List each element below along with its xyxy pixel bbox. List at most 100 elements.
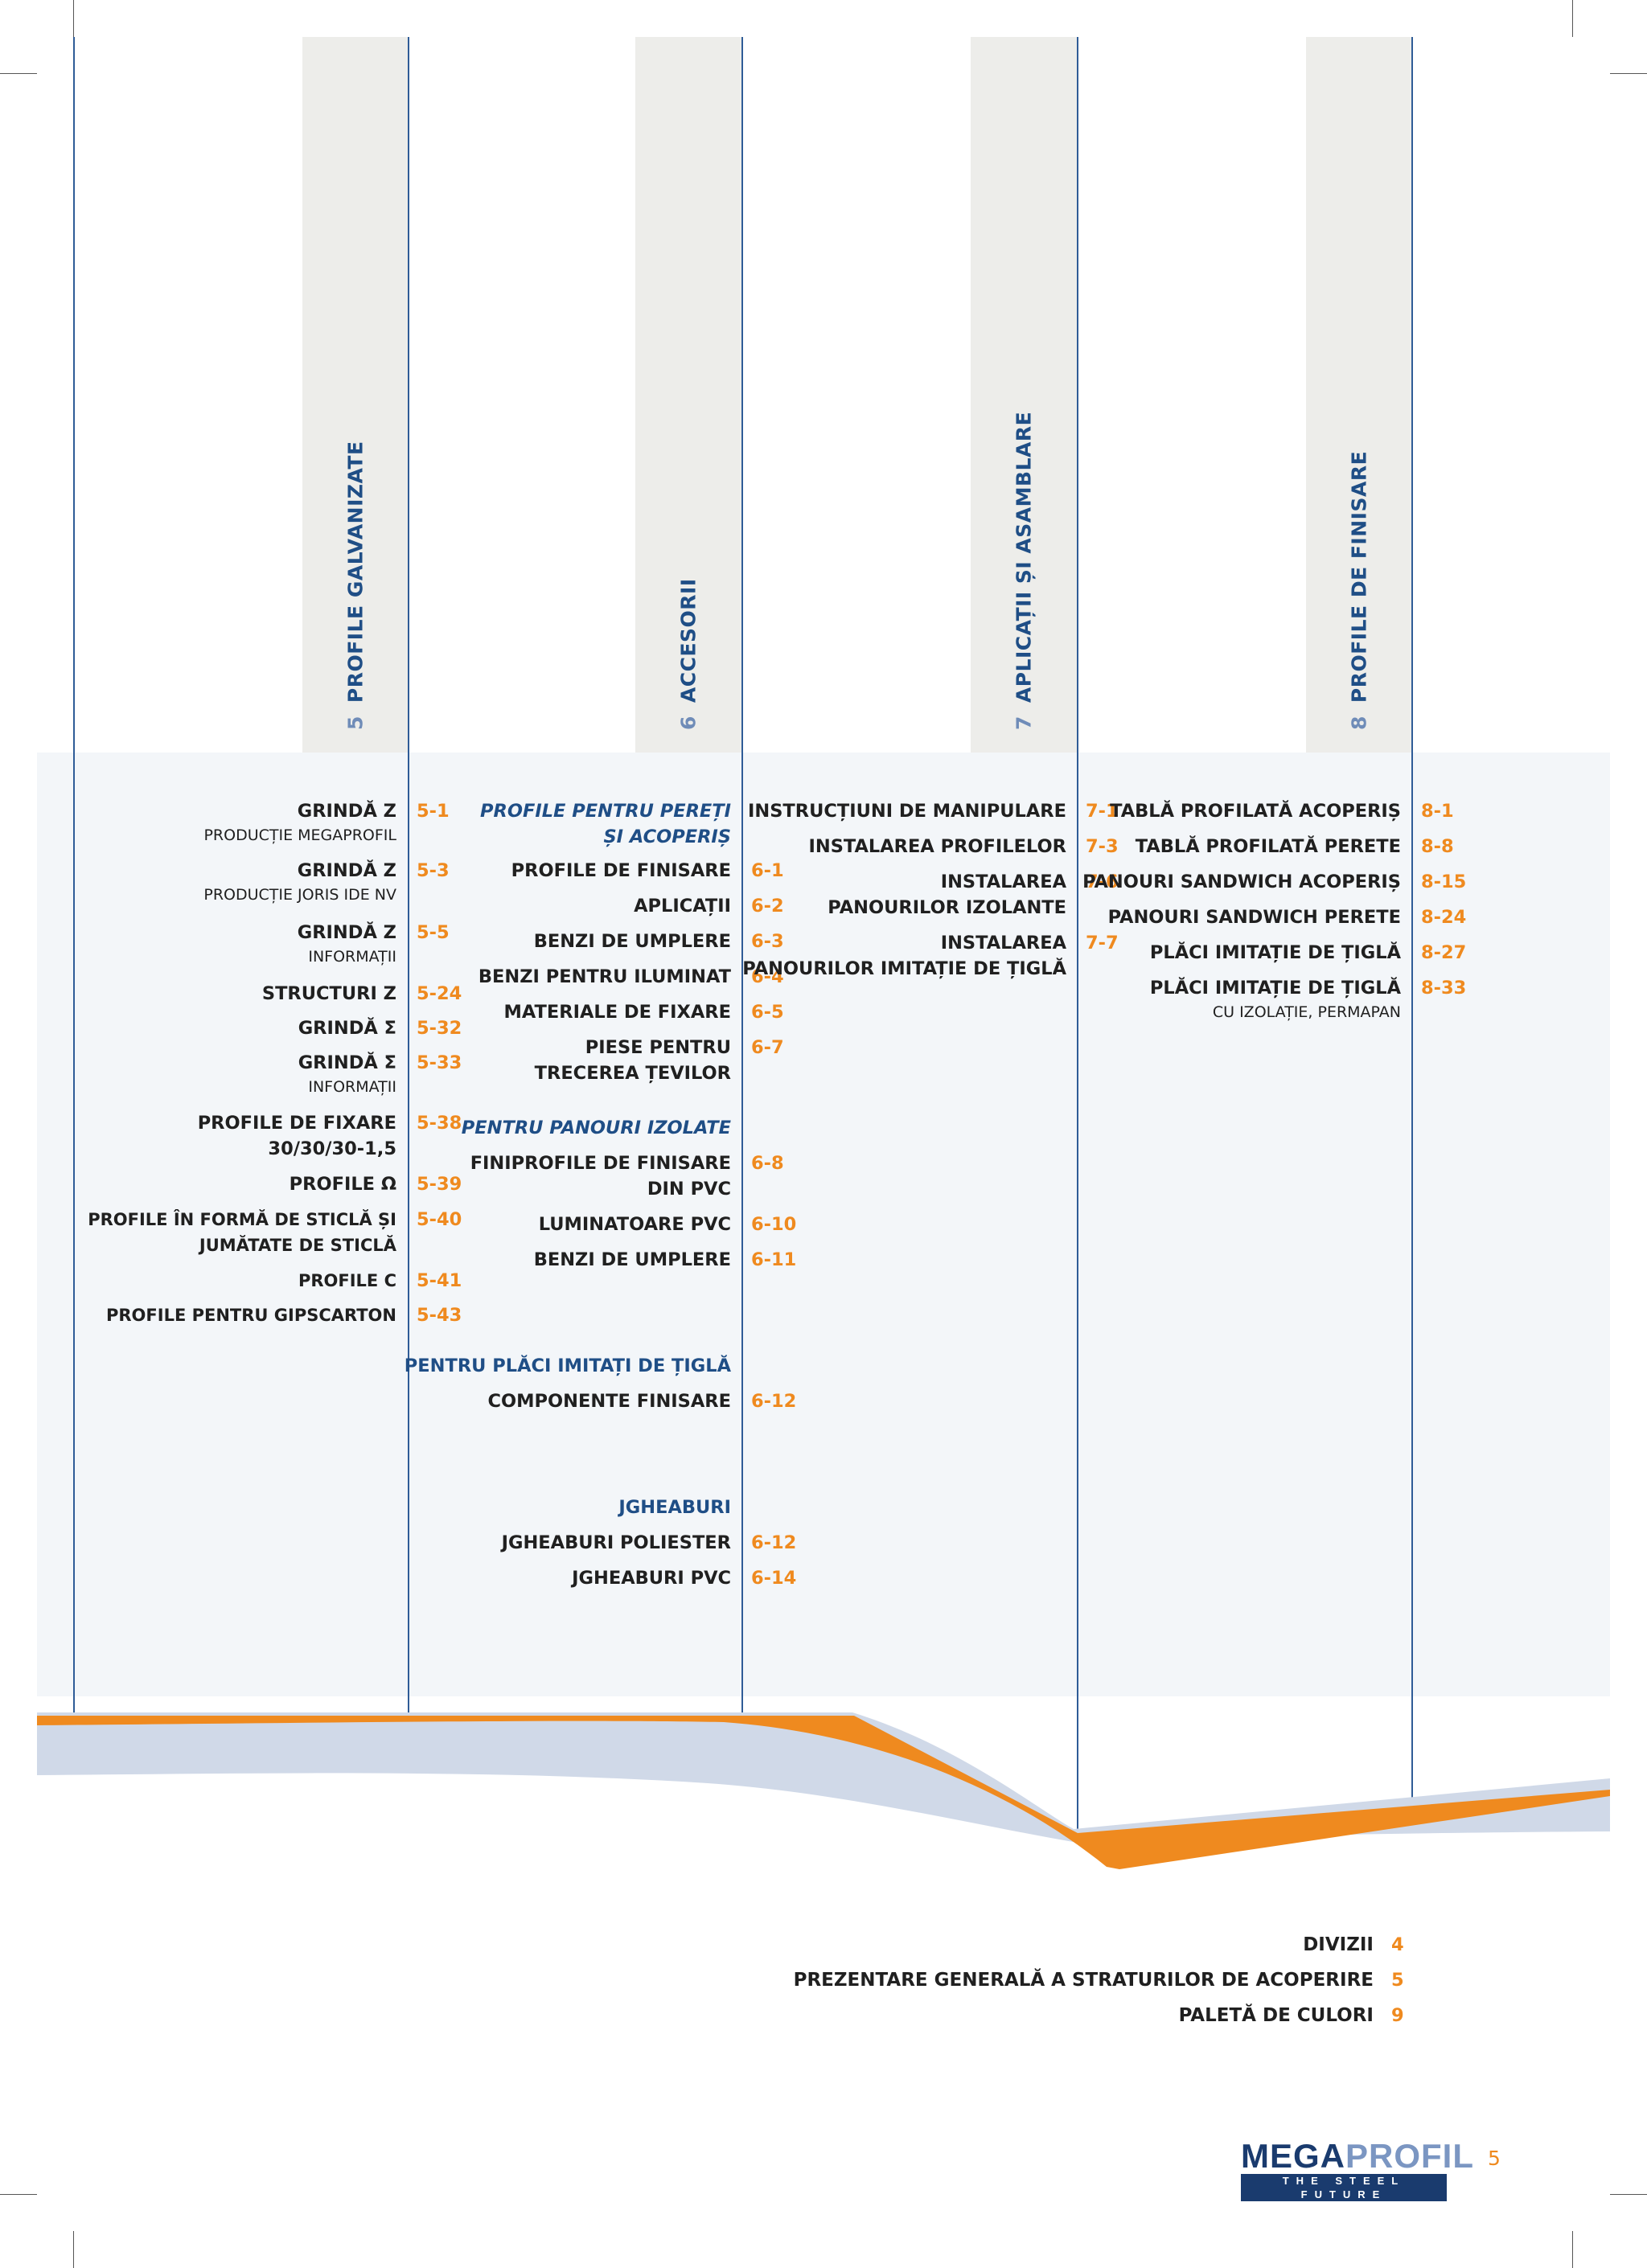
entry-page-ref[interactable]: 6-2 — [751, 896, 784, 917]
entry-page-ref[interactable]: 5-41 — [417, 1270, 462, 1291]
wave-decoration — [37, 1712, 1610, 1869]
entry-page-ref[interactable]: 8-27 — [1421, 942, 1467, 963]
column-divider — [73, 37, 75, 1717]
entry-page-ref[interactable]: 5-40 — [417, 1209, 462, 1230]
entry-title: PROFILE DE FINISARE — [511, 860, 731, 881]
entry-subtitle: PRODUCȚIE JORIS IDE NV — [203, 886, 396, 904]
entry-page-ref[interactable]: 8-8 — [1421, 836, 1454, 857]
entry-page-ref[interactable]: 5-1 — [417, 801, 450, 822]
toc-entry: PREZENTARE GENERALĂ A STRATURILOR DE ACO… — [794, 1967, 1374, 1993]
section-heading: PENTRU PLĂCI IMITAȚI DE ȚIGLĂ — [404, 1355, 731, 1376]
entry-title: PIESE PENTRU — [585, 1037, 731, 1058]
entry-title: TABLĂ PROFILATĂ PERETE — [1135, 836, 1401, 857]
logo-tagline: THE STEEL FUTURE — [1241, 2174, 1447, 2201]
entry-title: FINIPROFILE DE FINISARE — [470, 1153, 731, 1174]
toc-entry: TABLĂ PROFILATĂ ACOPERIȘ — [1110, 798, 1401, 824]
entry-page-ref[interactable]: 5-43 — [417, 1305, 462, 1326]
entry-page-ref[interactable]: 5-3 — [417, 860, 450, 881]
toc-entry: BENZI DE UMPLERE — [534, 1247, 731, 1273]
entry-title: PLĂCI IMITAȚIE DE ȚIGLĂ — [1149, 978, 1401, 999]
toc-entry: PROFILE ÎN FORMĂ DE STICLĂ ȘI JUMĂTATE D… — [88, 1207, 396, 1258]
entry-title: PALETĂ DE CULORI — [1178, 2005, 1374, 2026]
toc-entry: LUMINATOARE PVC — [539, 1212, 731, 1237]
entry-title: PROFILE DE FIXARE — [197, 1113, 396, 1134]
entry-page-ref[interactable]: 6-8 — [751, 1153, 784, 1174]
toc-entry: PROFILE DE FINISARE — [511, 858, 731, 884]
content-panel — [37, 753, 1610, 1696]
toc-entry: PALETĂ DE CULORI — [1179, 2003, 1374, 2028]
toc-entry: GRINDĂ Σ — [298, 1015, 396, 1041]
entry-page-ref[interactable]: 6-11 — [751, 1249, 797, 1270]
entry-page-ref[interactable]: 8-15 — [1421, 872, 1467, 892]
entry-page-ref[interactable]: 7-6 — [1086, 872, 1119, 892]
entry-title: PROFILE C — [298, 1271, 396, 1290]
toc-entry: PANOURI SANDWICH PERETE — [1108, 904, 1401, 930]
entry-page-ref[interactable]: 5-5 — [417, 922, 450, 943]
entry-page-ref[interactable]: 6-12 — [751, 1532, 797, 1553]
entry-page-ref[interactable]: 7-7 — [1086, 933, 1119, 954]
entry-page-ref[interactable]: 8-24 — [1421, 907, 1467, 928]
entry-page-ref[interactable]: 6-4 — [751, 966, 784, 987]
entry-page-ref[interactable]: 5-33 — [417, 1052, 462, 1073]
toc-entry: JGHEABURI PVC — [572, 1565, 731, 1591]
toc-entry: GRINDĂ Z INFORMAȚII — [298, 920, 396, 968]
toc-entry: INSTALAREA PANOURILOR IMITAȚIE DE ȚIGLĂ — [742, 930, 1066, 982]
entry-title: COMPONENTE FINISARE — [487, 1391, 732, 1412]
entry-title-line2: PANOURILOR IZOLANTE — [828, 897, 1066, 918]
entry-page-ref[interactable]: 5-32 — [417, 1018, 462, 1039]
entry-page-ref[interactable]: 9 — [1391, 2005, 1404, 2026]
tab-number: 5 — [343, 716, 368, 730]
entry-page-ref[interactable]: 5 — [1391, 1970, 1404, 1991]
entry-title: BENZI DE UMPLERE — [533, 1249, 731, 1270]
entry-title: PREZENTARE GENERALĂ A STRATURILOR DE ACO… — [793, 1970, 1374, 1991]
entry-title: PANOURI SANDWICH PERETE — [1107, 907, 1401, 928]
entry-title: APLICAȚII — [634, 896, 731, 917]
megaprofil-logo: MEGAPROFIL THE STEEL FUTURE — [1241, 2139, 1473, 2201]
entry-title: PANOURI SANDWICH ACOPERIȘ — [1082, 872, 1401, 892]
tab-aplicatii-asamblare: 7 APLICAȚII ȘI ASAMBLARE — [971, 37, 1077, 753]
entry-title: INSTRUCȚIUNI DE MANIPULARE — [748, 801, 1066, 822]
toc-entry: PROFILE PENTRU GIPSCARTON — [106, 1302, 396, 1328]
entry-title-line2: DIN PVC — [647, 1179, 731, 1200]
tab-profile-galvanizate: 5 PROFILE GALVANIZATE — [302, 37, 409, 753]
section-heading: JGHEABURI — [618, 1497, 731, 1518]
entry-title: INSTALAREA — [940, 933, 1066, 954]
section-heading: PROFILE PENTRU PEREȚI ȘI ACOPERIȘ — [480, 801, 731, 847]
toc-entry: GRINDĂ Z PRODUCȚIE JORIS IDE NV — [203, 858, 396, 906]
page-number: 5 — [1488, 2147, 1501, 2170]
entry-page-ref[interactable]: 6-12 — [751, 1391, 797, 1412]
toc-entry: INSTALAREA PROFILELOR — [809, 834, 1067, 859]
entry-page-ref[interactable]: 7-3 — [1086, 836, 1119, 857]
toc-entry: COMPONENTE FINISARE — [488, 1388, 732, 1414]
tab-title: ACCESORII — [676, 578, 700, 703]
entry-page-ref[interactable]: 6-1 — [751, 860, 784, 881]
toc-entry: FINIPROFILE DE FINISARE DIN PVC — [470, 1150, 731, 1202]
tab-profile-finisare: 8 PROFILE DE FINISARE — [1306, 37, 1412, 753]
entry-page-ref[interactable]: 5-39 — [417, 1174, 462, 1195]
entry-title: GRINDĂ Z — [297, 860, 396, 881]
entry-title: PLĂCI IMITAȚIE DE ȚIGLĂ — [1149, 942, 1401, 963]
entry-page-ref[interactable]: 5-24 — [417, 983, 462, 1004]
entry-page-ref[interactable]: 4 — [1391, 1934, 1404, 1955]
entry-page-ref[interactable]: 8-33 — [1421, 978, 1467, 999]
entry-page-ref[interactable]: 6-7 — [751, 1037, 784, 1058]
toc-entry: INSTRUCȚIUNI DE MANIPULARE — [748, 798, 1066, 824]
entry-title-line2: TRECEREA ȚEVILOR — [534, 1063, 731, 1084]
column-divider — [1077, 37, 1078, 1842]
entry-title: PROFILE PENTRU GIPSCARTON — [106, 1306, 396, 1325]
column-divider — [408, 37, 409, 1717]
toc-entry: PROFILE Ω — [290, 1171, 396, 1197]
entry-page-ref[interactable]: 8-1 — [1421, 801, 1454, 822]
entry-page-ref[interactable]: 6-14 — [751, 1568, 797, 1589]
entry-subtitle: PRODUCȚIE MEGAPROFIL — [203, 826, 396, 844]
entry-title: BENZI PENTRU ILUMINAT — [478, 966, 731, 987]
tab-number: 6 — [676, 716, 700, 730]
toc-entry: BENZI DE UMPLERE — [534, 929, 731, 954]
entry-page-ref[interactable]: 6-10 — [751, 1214, 797, 1235]
entry-page-ref[interactable]: 6-3 — [751, 931, 784, 952]
toc-entry: JGHEABURI POLIESTER — [502, 1530, 731, 1556]
toc-entry: BENZI PENTRU ILUMINAT — [478, 964, 731, 990]
entry-page-ref[interactable]: 5-38 — [417, 1113, 462, 1134]
entry-page-ref[interactable]: 7-1 — [1086, 801, 1119, 822]
entry-page-ref[interactable]: 6-5 — [751, 1002, 784, 1023]
